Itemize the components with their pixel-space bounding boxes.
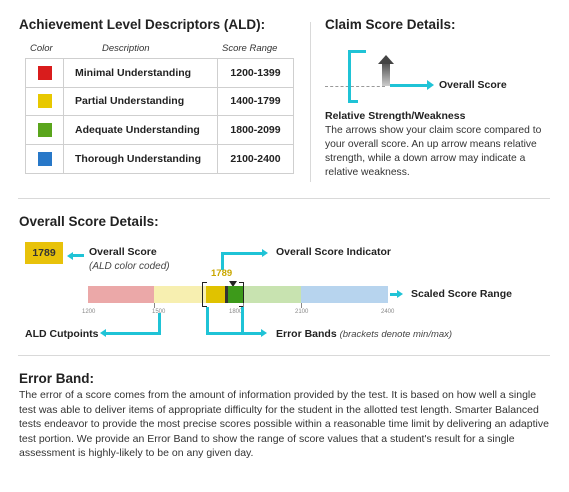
overall-score-sublabel: (ALD color coded) [89,261,170,272]
error-band-low [206,286,225,303]
baseline-dashed-line [325,86,385,87]
ald-row-thorough: Thorough Understanding 2100-2400 [26,144,293,173]
section-divider-2 [18,355,550,356]
tick-label: 1200 [82,309,96,315]
ald-title: Achievement Level Descriptors (ALD): [19,17,266,32]
ald-description: Minimal Understanding [64,59,218,87]
scaled-pointer-line [390,293,398,296]
ald-table: Minimal Understanding 1200-1399 Partial … [25,58,294,174]
ald-row-partial: Partial Understanding 1400-1799 [26,87,293,116]
error-bands-label: Error Bands [276,328,337,340]
section-divider-1 [18,198,550,199]
color-swatch-blue [37,151,52,166]
cutpoint-tick [243,303,244,308]
indicator-pointer-horizontal [221,252,263,255]
arrow-left-icon [100,329,106,337]
cutpoint-pointer-vertical [158,313,161,335]
overall-score-indicator-label: Overall Score Indicator [276,246,391,258]
scaled-score-bar [88,282,388,307]
arrow-right-icon [397,290,403,298]
error-band-high [228,286,243,303]
error-band-text: The error of a score comes from the amou… [19,389,549,459]
overall-score-label: Overall Score [89,246,157,258]
claim-arrow-diagram: Overall Score [325,46,555,106]
scaled-score-range-label: Scaled Score Range [411,288,512,300]
tick-label: 2100 [295,309,309,315]
error-band-title: Error Band: [19,371,95,386]
ald-description: Partial Understanding [64,87,218,115]
error-pointer-vertical-1 [206,307,209,335]
score-marker-icon [229,281,237,287]
up-arrow-icon [378,55,394,64]
color-swatch-red [37,65,52,80]
overall-pointer-line [390,84,428,87]
ald-range: 1800-2099 [230,123,281,136]
arrow-right-icon [262,249,268,257]
relative-strength-title: Relative Strength/Weakness [325,110,466,122]
ald-row-minimal: Minimal Understanding 1200-1399 [26,59,293,88]
bracket-max [239,282,244,307]
bracket-line-bottom [348,100,358,103]
badge-pointer-line [71,254,84,257]
color-swatch-green [37,122,52,137]
cutpoint-tick [154,303,155,308]
tick-label: 2400 [381,309,395,315]
arrow-right-icon [261,329,267,337]
band-thorough [301,286,388,303]
error-pointer-horizontal [206,332,262,335]
ald-range: 1200-1399 [230,66,281,79]
ald-row-adequate: Adequate Understanding 1800-2099 [26,116,293,145]
error-bands-label-group: Error Bands (brackets denote min/max) [276,328,452,340]
ald-col-range-header: Score Range [222,43,278,54]
bracket-min [202,282,207,307]
ald-description: Thorough Understanding [64,144,218,173]
ald-range: 2100-2400 [230,152,281,165]
band-adequate [243,286,301,303]
cutpoint-pointer-horizontal [106,332,161,335]
indicator-pointer-vertical [221,254,224,270]
up-arrow-shaft [382,64,390,86]
tick-label: 1800 [229,309,243,315]
relative-strength-text: The arrows show your claim score compare… [325,125,542,178]
arrow-right-icon [427,80,434,90]
bracket-line [348,50,351,103]
section-divider-vertical [310,22,311,182]
ald-range: 1400-1799 [230,95,281,108]
score-line [225,286,228,303]
overall-title: Overall Score Details: [19,214,159,229]
tick-label: 1500 [152,309,166,315]
claim-title: Claim Score Details: [325,17,456,32]
bracket-line-top [348,50,366,53]
ald-col-color-header: Color [30,43,53,54]
band-minimal [88,286,154,303]
bar-score-label: 1789 [211,268,233,279]
error-bands-sublabel: (brackets denote min/max) [339,329,453,340]
ald-cutpoints-label: ALD Cutpoints [25,328,99,340]
color-swatch-yellow [37,94,52,109]
cutpoint-tick [301,303,302,308]
error-pointer-vertical-2 [241,307,244,335]
overall-score-badge: 1789 [25,242,63,264]
claim-overall-score-label: Overall Score [439,79,507,91]
ald-col-description-header: Description [102,43,150,54]
ald-description: Adequate Understanding [64,116,218,144]
arrow-left-icon [67,252,73,260]
